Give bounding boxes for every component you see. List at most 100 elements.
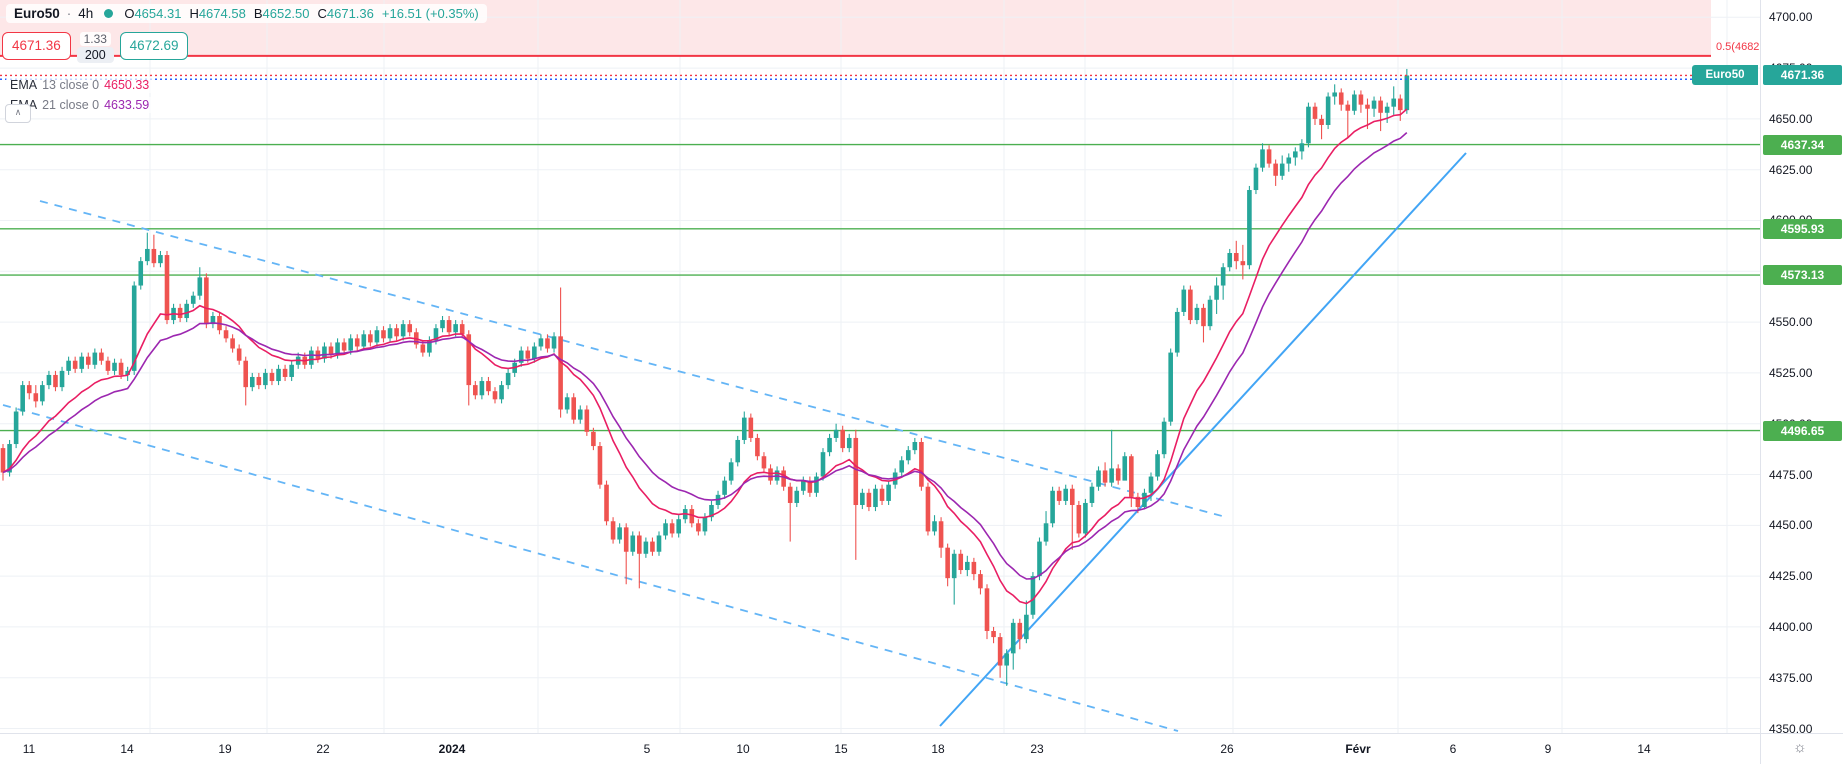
candle-body (741, 417, 747, 440)
candle-body (1306, 106, 1311, 144)
price-tick-label: 4625.00 (1769, 162, 1813, 177)
candle-body (551, 336, 557, 349)
candle-body (630, 535, 636, 552)
price-tick-label: 4550.00 (1769, 315, 1813, 330)
fib-level-label: 0.5(4682 (1716, 40, 1760, 53)
level-price-tag: 4595.93 (1763, 218, 1842, 239)
symbol-legend[interactable]: Euro50 · 4h O4654.31 H4674.58 B4652.50 C… (6, 4, 487, 23)
candle-body (138, 261, 144, 286)
symbol-name[interactable]: Euro50 (14, 6, 60, 21)
candle-body (820, 452, 826, 477)
candle-body (499, 385, 504, 400)
legend-separator: · (66, 6, 72, 21)
time-axis[interactable]: 11 14 19 22 2024 5 10 15 18 23 26 Févr 6 9 14 (0, 733, 1760, 764)
candle-body (978, 574, 983, 589)
time-tick-label: Févr (1345, 742, 1371, 756)
channel-upper-dashed-trendline[interactable] (39, 200, 1223, 517)
price-tick-label: 4425.00 (1769, 569, 1813, 584)
candle-body (1319, 118, 1324, 125)
candle-body (1332, 92, 1337, 97)
chart-canvas[interactable] (0, 0, 1760, 733)
candle-body (210, 316, 216, 325)
candle-body (112, 362, 117, 371)
last-price-tag: 4671.36 (1763, 65, 1842, 86)
candle-body (1279, 163, 1285, 176)
level-price-tag: 4496.65 (1763, 420, 1842, 441)
candle-body (958, 553, 964, 571)
price-axis[interactable]: 4700.004675.004650.004625.004600.004575.… (1760, 0, 1843, 736)
candle-body (1089, 486, 1095, 503)
ema21-value: 4633.59 (104, 98, 150, 112)
position-tool[interactable]: 4671.36 1.33 200 4672.69 (2, 32, 189, 63)
candle-body (53, 374, 58, 388)
candle-body (984, 588, 990, 631)
candle-body (1404, 75, 1410, 111)
axis-corner: ☼ (1760, 733, 1843, 764)
candle-body (1050, 490, 1055, 524)
candle-body (997, 637, 1003, 666)
price-tick-label: 4375.00 (1769, 670, 1813, 685)
candle-body (453, 324, 458, 333)
timeframe-label[interactable]: 4h (78, 6, 94, 21)
candle-body (394, 328, 399, 337)
candle-body (354, 338, 360, 347)
ema13-line[interactable] (2, 108, 1408, 605)
candle-body (617, 527, 622, 540)
ascending-solid-trendline[interactable] (939, 152, 1467, 727)
candle-body (33, 393, 39, 402)
candle-body (591, 431, 596, 447)
candle-body (912, 442, 918, 451)
time-tick-label: 22 (316, 742, 330, 756)
candle-body (361, 334, 367, 347)
time-tick-label: 2024 (438, 742, 466, 756)
candle-body (466, 334, 472, 386)
candle-body (1293, 151, 1298, 158)
candle-body (13, 411, 19, 445)
candle-body (125, 370, 130, 375)
candle-body (1024, 614, 1029, 640)
ema21-line[interactable] (2, 131, 1408, 580)
candle-body (407, 324, 413, 333)
candle-body (177, 307, 183, 319)
candle-body (1083, 502, 1088, 534)
candle-body (1207, 299, 1213, 327)
candle-body (1142, 492, 1147, 508)
candle-body (230, 338, 235, 349)
position-target-box[interactable]: 4672.69 (119, 32, 189, 60)
candle-body (368, 334, 373, 343)
candle-body (1043, 523, 1049, 542)
position-quantity[interactable]: 200 (76, 47, 114, 63)
candle-body (164, 255, 170, 321)
candle-body (1325, 96, 1331, 125)
candle-body (1037, 541, 1042, 577)
candle-body (525, 350, 531, 359)
candle-body (1227, 253, 1233, 268)
candle-body (597, 446, 603, 485)
candle-body (938, 521, 944, 548)
collapse-indicators-button[interactable]: ∧ (5, 104, 31, 123)
candle-body (479, 381, 485, 396)
candle-body (951, 553, 957, 579)
candle-body (440, 320, 445, 329)
time-tick-label: 10 (736, 742, 750, 756)
candle-body (7, 444, 12, 473)
candle-body (728, 462, 734, 481)
channel-lower-dashed-trendline[interactable] (2, 404, 1179, 732)
chevron-up-icon: ∧ (14, 107, 22, 117)
indicator-legend-ema13[interactable]: EMA 13 close 0 4650.33 (6, 77, 154, 93)
position-stop-box[interactable]: 4671.36 (2, 32, 71, 60)
candle-body (204, 277, 209, 325)
candle-body (623, 527, 629, 552)
price-tick-label: 4650.00 (1769, 111, 1813, 126)
timezone-settings-icon[interactable]: ☼ (1793, 739, 1807, 756)
candle-body (1299, 143, 1305, 152)
candle-body (676, 519, 681, 534)
chart-plot-area[interactable]: 0.5(4682 (0, 0, 1760, 733)
candle-body (309, 350, 314, 365)
indicator-legend-ema21[interactable]: EMA 21 close 0 4633.59 (6, 97, 154, 113)
candle-body (289, 364, 294, 377)
candle-body (322, 346, 327, 359)
candle-body (669, 523, 675, 534)
candle-body (571, 397, 577, 420)
